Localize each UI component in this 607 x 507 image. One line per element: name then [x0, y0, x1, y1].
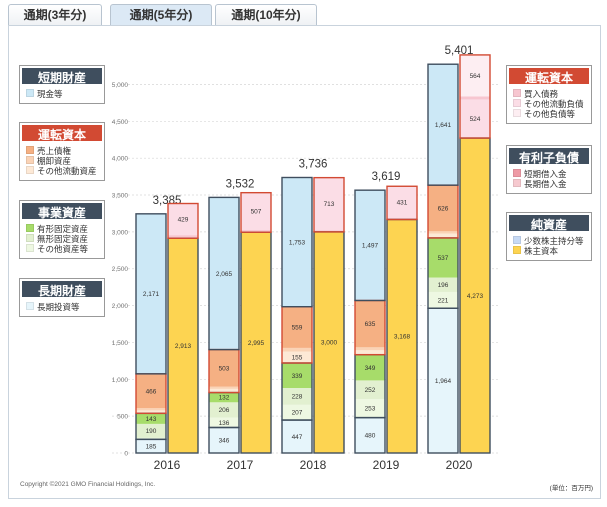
- legend-label: 長期借入金: [524, 179, 567, 189]
- legend-item: その他負債等: [507, 109, 591, 119]
- legend-item: 長期借入金: [507, 179, 591, 189]
- legend-label: 短期借入金: [524, 169, 567, 179]
- swatch-icon: [26, 156, 34, 164]
- legend-title: 長期財産: [20, 279, 104, 299]
- tab-5-years[interactable]: 通期(5年分): [110, 4, 212, 27]
- legend-title: 運転資本: [507, 66, 591, 86]
- legend-interest-bearing-debt: 有利子負債 短期借入金 長期借入金: [506, 145, 592, 194]
- legend-item: 株主資本: [507, 246, 591, 256]
- swatch-icon: [513, 109, 521, 117]
- copyright-text: Copyright ©2021 GMO Financial Holdings, …: [20, 481, 156, 488]
- legend-item: 少数株主持分等: [507, 236, 591, 246]
- legend-label: 買入債務: [524, 89, 559, 99]
- legend-item: その他資産等: [20, 244, 104, 254]
- legend-label: その他資産等: [37, 244, 89, 254]
- swatch-icon: [26, 302, 34, 310]
- legend-label: その他流動資産: [37, 166, 97, 176]
- tab-3-years[interactable]: 通期(3年分): [8, 4, 102, 26]
- swatch-icon: [513, 99, 521, 107]
- legend-item: その他流動資産: [20, 166, 104, 176]
- swatch-icon: [513, 89, 521, 97]
- legend-title: 運転資本: [20, 123, 104, 143]
- swatch-icon: [513, 246, 521, 254]
- swatch-icon: [26, 224, 34, 232]
- legend-working-capital-liabilities: 運転資本 買入債務 その他流動負債 その他負債等: [506, 65, 592, 124]
- legend-label: 現金等: [37, 89, 63, 99]
- legend-label: 株主資本: [524, 246, 559, 256]
- legend-net-assets: 純資産 少数株主持分等 株主資本: [506, 212, 592, 261]
- tab-10-years[interactable]: 通期(10年分): [215, 4, 317, 26]
- legend-item: 無形固定資産: [20, 234, 104, 244]
- legend-label: その他負債等: [524, 109, 576, 119]
- legend-item: 長期投資等: [20, 302, 104, 312]
- legend-label: 売上債権: [37, 146, 72, 156]
- legend-title: 純資産: [507, 213, 591, 233]
- legend-working-capital-assets: 運転資本 売上債権 棚卸資産 その他流動資産: [19, 122, 105, 181]
- swatch-icon: [513, 236, 521, 244]
- legend-label: 有形固定資産: [37, 224, 89, 234]
- legend-title: 事業資産: [20, 201, 104, 221]
- legend-label: その他流動負債: [524, 99, 584, 109]
- legend-item: 棚卸資産: [20, 156, 104, 166]
- legend-label: 無形固定資産: [37, 234, 89, 244]
- legend-title: 有利子負債: [507, 146, 591, 166]
- legend-short-term-assets: 短期財産 現金等: [19, 65, 105, 104]
- legend-label: 少数株主持分等: [524, 236, 584, 246]
- legend-title: 短期財産: [20, 66, 104, 86]
- unit-text: (単位：百万円): [549, 485, 593, 492]
- legend-item: 有形固定資産: [20, 224, 104, 234]
- legend-label: 棚卸資産: [37, 156, 72, 166]
- legend-item: 売上債権: [20, 146, 104, 156]
- swatch-icon: [26, 234, 34, 242]
- legend-item: 現金等: [20, 89, 104, 99]
- swatch-icon: [26, 146, 34, 154]
- swatch-icon: [26, 166, 34, 174]
- swatch-icon: [26, 89, 34, 97]
- legend-long-term-assets: 長期財産 長期投資等: [19, 278, 105, 317]
- legend-label: 長期投資等: [37, 302, 80, 312]
- swatch-icon: [26, 244, 34, 252]
- legend-item: 買入債務: [507, 89, 591, 99]
- legend-item: 短期借入金: [507, 169, 591, 179]
- legend-business-assets: 事業資産 有形固定資産 無形固定資産 その他資産等: [19, 200, 105, 259]
- swatch-icon: [513, 169, 521, 177]
- swatch-icon: [513, 179, 521, 187]
- legend-item: その他流動負債: [507, 99, 591, 109]
